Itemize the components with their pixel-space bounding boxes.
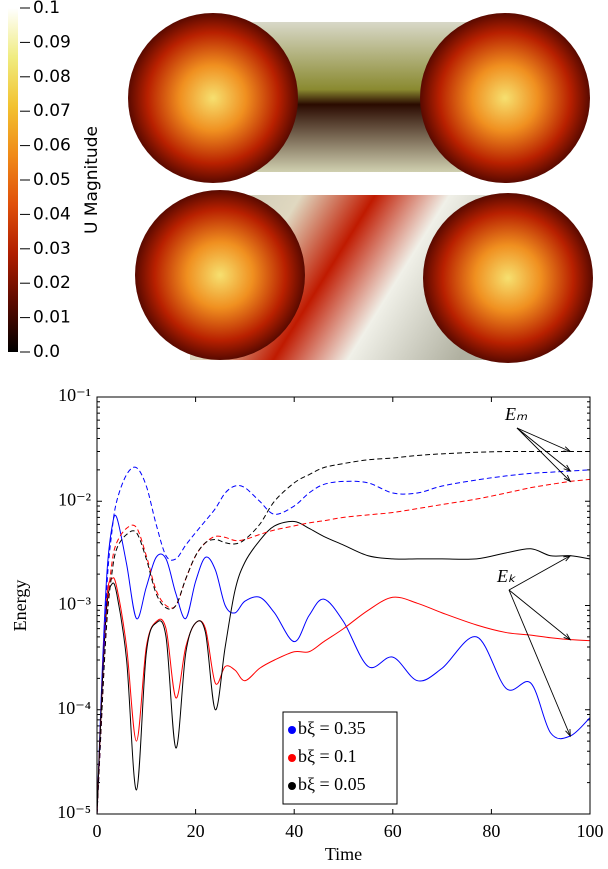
- x-tick-label: 20: [187, 821, 205, 841]
- rendering-top: [128, 13, 590, 183]
- colorbar-label: U Magnitude: [82, 126, 102, 234]
- x-axis-label: Time: [325, 844, 362, 864]
- annotation-arrow: [508, 589, 571, 737]
- annotation-arrow: [508, 555, 571, 591]
- colorbar-tick-label: 0.03: [33, 239, 71, 259]
- series-line: [97, 450, 590, 814]
- legend-label: bξ = 0.05: [298, 774, 366, 794]
- arrow-head: [563, 446, 572, 453]
- colorbar-ramp: [8, 8, 18, 352]
- x-tick-label: 40: [285, 821, 303, 841]
- y-tick-label: 10⁻²: [58, 489, 91, 509]
- plot-frame: [96, 396, 591, 815]
- annotation-arrow: [516, 427, 571, 472]
- annotation: Eₘ: [504, 404, 528, 424]
- arrow-head: [563, 474, 572, 483]
- y-tick-label: 10⁻¹: [58, 385, 91, 405]
- series-line: [97, 478, 590, 814]
- arrow-head: [563, 464, 572, 472]
- annotation: Eₖ: [496, 566, 516, 586]
- colorbar-tick-label: 0.0: [33, 342, 60, 362]
- series-line: [97, 466, 590, 814]
- colorbar-tick-label: 0.02: [33, 273, 71, 293]
- x-tick-label: 80: [482, 821, 500, 841]
- colorbar: 0.0 0.01 0.02 0.03 0.04 0.05 0.06 0.07 0.08 0.09 0…: [8, 0, 102, 362]
- colorbar-tick-label: 0.06: [33, 136, 71, 156]
- series-line: [97, 514, 590, 814]
- rendering-bottom: [135, 190, 593, 363]
- y-tick-label: 10⁻⁵: [57, 802, 91, 822]
- legend-label: bξ = 0.35: [298, 718, 366, 738]
- annotation-arrow: [508, 589, 571, 641]
- x-tick-label: 100: [577, 821, 604, 841]
- annotation-arrow: [516, 427, 571, 482]
- legend-marker: [288, 754, 296, 762]
- legend-label: bξ = 0.1: [298, 746, 357, 766]
- colorbar-tick-label: 0.05: [33, 170, 71, 190]
- legend-marker: [288, 782, 296, 790]
- arrow-head: [563, 555, 572, 562]
- series-line: [97, 577, 590, 814]
- colorbar-tick-label: 0.01: [33, 308, 71, 328]
- annotation-arrow: [516, 427, 571, 452]
- colorbar-tick-label: 0.09: [33, 32, 71, 52]
- series-line: [97, 520, 590, 814]
- y-axis-label: Energy: [10, 580, 30, 632]
- colorbar-tick-label: 0.1: [33, 0, 60, 18]
- colorbar-tick-label: 0.07: [33, 101, 71, 121]
- y-tick-label: 10⁻³: [58, 594, 92, 614]
- colorbar-tick-label: 0.08: [33, 67, 71, 87]
- arrow-head: [563, 633, 572, 641]
- colorbar-tick-label: 0.04: [33, 204, 71, 224]
- legend-marker: [288, 726, 296, 734]
- arrow-head: [565, 728, 571, 738]
- x-tick-label: 0: [93, 821, 102, 841]
- energy-chart: 0 20 40 60 80 100 10⁻⁵ 10⁻⁴ 10⁻³ 10⁻² 10⁻¹ Time Ener…: [10, 385, 603, 864]
- x-tick-label: 60: [384, 821, 402, 841]
- y-tick-label: 10⁻⁴: [57, 698, 91, 718]
- legend-box: [282, 711, 398, 805]
